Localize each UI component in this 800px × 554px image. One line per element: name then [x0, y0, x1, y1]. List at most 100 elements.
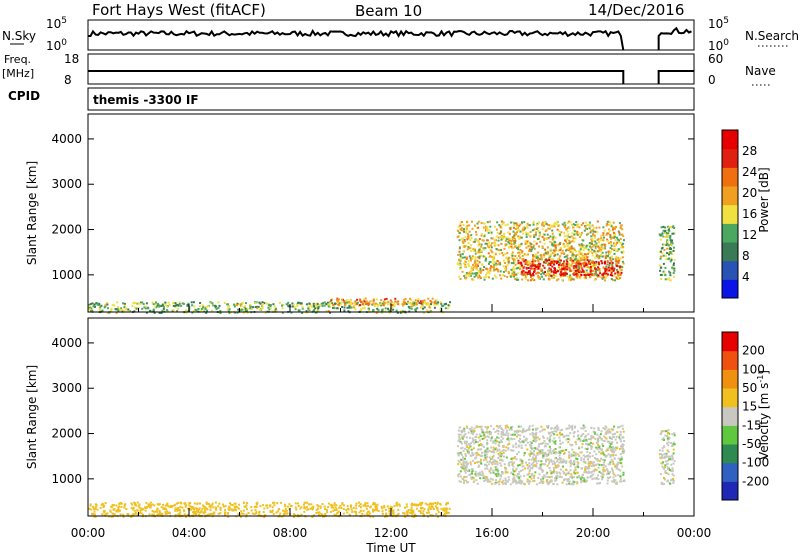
scatter-cell	[544, 274, 547, 277]
scatter-cell	[554, 426, 557, 429]
scatter-cell	[162, 506, 165, 509]
scatter-cell	[239, 309, 242, 312]
scatter-cell	[591, 462, 594, 465]
scatter-cell	[130, 502, 133, 505]
scatter-cell	[664, 278, 667, 281]
scatter-cell	[663, 477, 665, 479]
scatter-cell	[563, 262, 566, 265]
scatter-cell	[92, 505, 94, 508]
scatter-cell	[529, 441, 532, 443]
scatter-cell	[459, 259, 462, 262]
scatter-cell	[673, 269, 676, 272]
scatter-cell	[552, 467, 555, 469]
scatter-cell	[402, 300, 405, 303]
scatter-cell	[510, 245, 513, 248]
scatter-cell	[589, 273, 592, 276]
scatter-cell	[591, 254, 594, 257]
scatter-cell	[574, 237, 577, 240]
scatter-cell	[165, 513, 168, 516]
scatter-cell	[551, 244, 554, 246]
scatter-cell	[558, 263, 560, 266]
scatter-cell	[562, 479, 565, 482]
scatter-cell	[528, 462, 531, 465]
scatter-cell	[350, 299, 352, 302]
scatter-cell	[538, 438, 541, 441]
scatter-cell	[321, 302, 324, 305]
scatter-cell	[296, 303, 299, 306]
scatter-cell	[564, 269, 567, 272]
scatter-cell	[511, 272, 514, 275]
scatter-cell	[539, 465, 542, 468]
scatter-cell	[491, 277, 494, 280]
scatter-cell	[571, 427, 574, 429]
scatter-cell	[579, 259, 582, 262]
scatter-cell	[329, 311, 331, 314]
scatter-cell	[658, 264, 661, 267]
scatter-cell	[497, 426, 500, 429]
scatter-cell	[540, 270, 543, 273]
scatter-cell	[499, 424, 502, 427]
scatter-cell	[273, 501, 276, 504]
scatter-cell	[336, 307, 339, 310]
scatter-cell	[580, 264, 583, 267]
scatter-cell	[500, 226, 503, 229]
scatter-cell	[113, 504, 115, 507]
scatter-cell	[611, 480, 613, 483]
scatter-cell	[596, 459, 599, 462]
scatter-cell	[572, 223, 575, 226]
scatter-cell	[551, 229, 554, 232]
scatter-cell	[593, 450, 596, 453]
scatter-cell	[618, 447, 621, 450]
scatter-cell	[487, 252, 490, 255]
scatter-cell	[490, 450, 493, 453]
scatter-cell	[543, 239, 546, 241]
scatter-cell	[597, 427, 600, 430]
scatter-cell	[361, 512, 364, 515]
scatter-cell	[492, 446, 495, 449]
scatter-cell	[489, 439, 492, 442]
scatter-cell	[528, 260, 531, 263]
scatter-cell	[664, 226, 667, 229]
scatter-cell	[601, 473, 604, 476]
scatter-cell	[561, 273, 564, 276]
scatter-cell	[610, 458, 613, 461]
scatter-cell	[592, 270, 595, 272]
scatter-cell	[557, 266, 560, 269]
scatter-cell	[285, 509, 288, 512]
scatter-cell	[671, 239, 674, 242]
scatter-cell	[294, 514, 297, 517]
scatter-cell	[537, 262, 540, 265]
scatter-cell	[460, 257, 463, 260]
scatter-cell	[595, 477, 598, 480]
scatter-cell	[496, 469, 499, 472]
scatter-cell	[541, 245, 544, 248]
scatter-cell	[468, 274, 471, 277]
scatter-cell	[333, 504, 336, 507]
scatter-cell	[621, 427, 624, 430]
scatter-cell	[570, 269, 573, 272]
scatter-cell	[609, 268, 612, 271]
scatter-cell	[360, 300, 363, 303]
scatter-cell	[620, 251, 623, 254]
scatter-cell	[597, 429, 600, 431]
scatter-cell	[617, 468, 620, 471]
scatter-cell	[422, 513, 425, 516]
scatter-cell	[587, 470, 590, 473]
scatter-cell	[477, 465, 480, 468]
scatter-cell	[593, 249, 596, 252]
scatter-cell	[502, 270, 505, 273]
scatter-cell	[515, 435, 518, 438]
scatter-cell	[144, 305, 147, 308]
freq-unit: [MHz]	[2, 67, 34, 80]
scatter-cell	[259, 308, 262, 311]
scatter-cell	[569, 246, 572, 249]
scatter-cell	[526, 273, 529, 275]
power-colorbar-tick: 20	[742, 186, 757, 200]
scatter-cell	[291, 305, 294, 308]
scatter-cell	[397, 300, 400, 303]
scatter-cell	[664, 464, 667, 467]
scatter-cell	[140, 508, 143, 511]
scatter-cell	[532, 272, 535, 275]
scatter-cell	[537, 260, 540, 263]
scatter-cell	[264, 311, 267, 314]
